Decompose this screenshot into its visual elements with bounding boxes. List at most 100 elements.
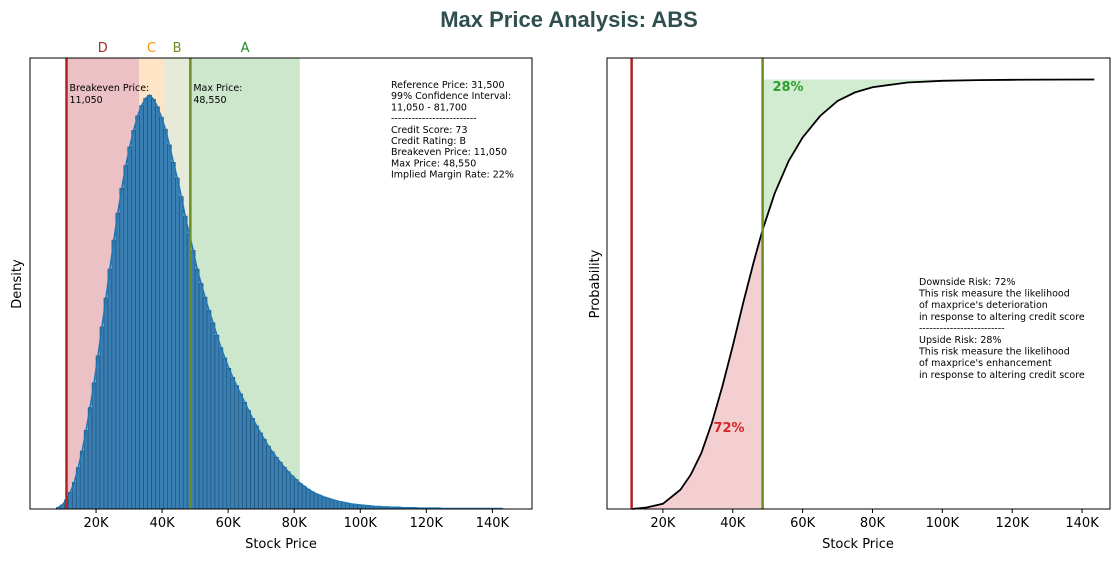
- histogram-bar: [313, 493, 319, 510]
- histogram-bar: [202, 296, 208, 510]
- histogram-bar: [155, 106, 160, 510]
- histogram-bar: [230, 377, 236, 510]
- histogram-bar: [182, 215, 188, 510]
- x-tick-label: 40K: [720, 516, 746, 531]
- histogram-bar: [95, 355, 101, 510]
- annotation-line: This risk measure the likelihood: [918, 289, 1070, 300]
- annotation-line: Reference Price: 31,500: [391, 80, 505, 91]
- x-tick-label: 60K: [790, 516, 816, 531]
- histogram-bar: [178, 196, 184, 510]
- x-tick-label: 40K: [150, 516, 176, 531]
- price-line-labels: Breakeven Price:11,050 Max Price:48,550: [69, 83, 242, 106]
- annotation-line: Implied Margin Rate: 22%: [391, 170, 514, 181]
- annotation-line: Credit Rating: B: [391, 136, 466, 147]
- histogram-bar: [226, 368, 232, 510]
- histogram-bar: [317, 495, 323, 510]
- histogram-bar: [333, 500, 339, 510]
- x-tick-label: 80K: [282, 516, 308, 531]
- histogram-bar: [127, 146, 133, 510]
- histogram-bar: [210, 322, 216, 510]
- histogram-bar: [87, 407, 93, 510]
- band-label-c: C: [147, 41, 156, 56]
- x-tick-label: 60K: [216, 516, 242, 531]
- histogram-bar: [143, 98, 148, 510]
- histogram-bar: [289, 475, 295, 510]
- annotation-line: of maxprice's deterioration: [919, 300, 1048, 311]
- histogram-bar: [278, 461, 283, 510]
- histogram-bar: [325, 497, 331, 510]
- x-tick-label: 140K: [476, 516, 510, 531]
- kde-curve: [57, 94, 503, 510]
- histogram-bar: [91, 382, 97, 510]
- annotation-line: of maxprice's enhancement: [919, 358, 1052, 369]
- histogram-bar: [222, 357, 228, 510]
- downside-area: [631, 229, 763, 510]
- histogram-bar: [254, 425, 259, 510]
- histogram-bar: [147, 94, 152, 510]
- histogram-bar: [123, 165, 129, 510]
- histogram-bar: [115, 212, 121, 510]
- histogram-bar: [99, 326, 105, 510]
- histogram-bar: [119, 188, 125, 510]
- histogram-bar: [250, 418, 255, 510]
- x-tick-label: 20K: [650, 516, 676, 531]
- x-tick-label: 140K: [1065, 516, 1099, 531]
- histogram-bar: [309, 491, 315, 510]
- x-axis-label: Stock Price: [822, 537, 894, 552]
- annotation-line: in response to altering credit score: [919, 370, 1085, 381]
- cdf-panel: 72% 28% 20K 40K 60K 80K 100K 120K 140K Stock P…: [588, 57, 1111, 552]
- histogram-bar: [167, 144, 172, 510]
- price-line-value: 11,050: [69, 95, 102, 106]
- histogram-bar: [246, 410, 251, 510]
- x-tick-label: 120K: [410, 516, 444, 531]
- histogram-bar: [171, 161, 176, 510]
- annotation-line: 99% Confidence Interval:: [391, 91, 511, 102]
- plot-frame: [606, 57, 1111, 510]
- histogram-bar: [266, 445, 271, 510]
- annotation-line: Upside Risk: 28%: [919, 335, 1002, 346]
- histogram-bar: [103, 297, 109, 510]
- histogram-bar: [151, 99, 156, 510]
- x-axis-label: Stock Price: [245, 537, 317, 552]
- upside-percent-label: 28%: [772, 80, 803, 95]
- upside-area: [762, 79, 1095, 230]
- histogram-bar: [297, 483, 303, 510]
- histogram-bar: [282, 466, 287, 510]
- chart-title: Max Price Analysis: ABS: [440, 7, 698, 32]
- x-tick-label: 80K: [860, 516, 886, 531]
- annotation-line: -------------------------: [919, 323, 1005, 334]
- histogram-bar: [194, 268, 200, 510]
- histogram-bar: [139, 105, 144, 510]
- histogram-bar: [135, 115, 140, 510]
- price-line-value: 48,550: [193, 95, 226, 106]
- annotation-line: -------------------------: [391, 114, 477, 125]
- annotation-line: Downside Risk: 72%: [919, 277, 1015, 288]
- risk-annotation: Downside Risk: 72%This risk measure the …: [918, 277, 1085, 381]
- downside-percent-label: 72%: [713, 421, 744, 436]
- histogram-bar: [190, 250, 196, 510]
- y-axis-label: Probability: [588, 249, 603, 318]
- x-tick-label: 100K: [926, 516, 960, 531]
- annotation-line: Credit Score: 73: [391, 125, 468, 136]
- histogram-bar: [270, 451, 275, 510]
- price-line-label: Breakeven Price:: [69, 83, 149, 94]
- histogram-bar: [206, 310, 212, 510]
- annotation-line: in response to altering credit score: [919, 312, 1085, 323]
- annotation-line: 11,050 - 81,700: [391, 102, 467, 113]
- histogram-bar: [285, 471, 291, 510]
- histogram-bar: [234, 385, 240, 510]
- histogram-bar: [274, 456, 279, 510]
- x-tick-label: 100K: [344, 516, 378, 531]
- histogram-bar: [83, 430, 89, 510]
- price-lines: [65, 58, 192, 509]
- histogram-bars: [56, 94, 505, 510]
- band-label-d: D: [98, 41, 108, 56]
- price-line-label: Max Price:: [193, 83, 242, 94]
- x-axis-ticks: 20K 40K 60K 80K 100K 120K 140K: [650, 509, 1099, 531]
- histogram-bar: [238, 393, 243, 510]
- plot-frame: [29, 57, 533, 510]
- x-tick-label: 120K: [996, 516, 1030, 531]
